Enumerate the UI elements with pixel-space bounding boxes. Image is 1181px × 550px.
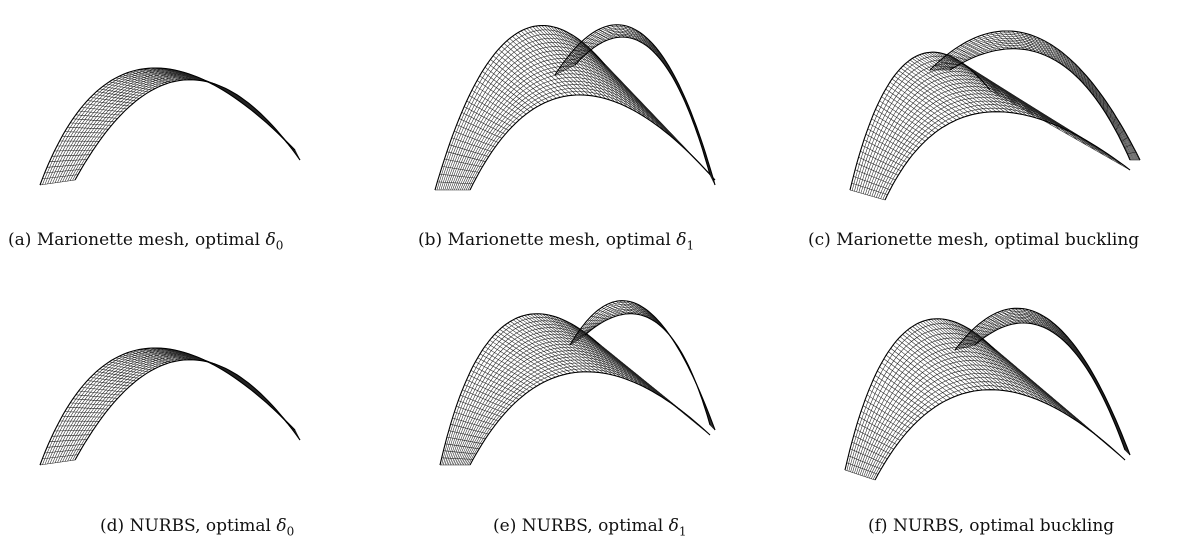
caption-f-text: NURBS, optimal buckling [892,516,1115,536]
panel-e-shell-mesh [430,285,740,475]
caption-b-subscript: 1 [686,238,695,253]
caption-a-symbol: δ [265,230,276,250]
shell-surface-a [39,67,301,186]
caption-a-subscript: 0 [275,238,284,253]
caption-c-text: Marionette mesh, optimal buckling [836,230,1140,250]
panel-d-shell-mesh [30,290,340,480]
caption-b-text: Marionette mesh, optimal [447,230,671,250]
panel-c-shell-mesh [840,10,1150,201]
panel-b-shell-mesh [425,5,735,195]
panel-a-shell-mesh [30,10,340,200]
caption-a: (a) Marionette mesh, optimal δ0 [8,230,283,255]
shell-surface-e [439,300,716,466]
caption-d-text: NURBS, optimal [129,516,271,536]
caption-b-tag: (b) [418,230,443,250]
caption-a-tag: (a) [8,230,32,250]
caption-b-symbol: δ [676,230,687,250]
caption-d-symbol: δ [276,516,287,536]
caption-f-tag: (f) [868,516,888,536]
shell-surface-f [844,307,1131,481]
caption-e-subscript: 1 [678,524,687,539]
caption-c: (c) Marionette mesh, optimal buckling [808,230,1139,250]
shell-surface-d [39,347,301,466]
caption-d-tag: (d) [100,516,125,536]
caption-a-text: Marionette mesh, optimal [36,230,261,250]
shell-surface-b [434,24,716,191]
caption-e: (e) NURBS, optimal δ1 [493,516,686,541]
caption-e-text: NURBS, optimal [521,516,664,536]
caption-f: (f) NURBS, optimal buckling [868,516,1114,536]
caption-d-subscript: 0 [286,524,295,539]
caption-c-tag: (c) [808,230,831,250]
caption-d: (d) NURBS, optimal δ0 [100,516,294,541]
caption-b: (b) Marionette mesh, optimal δ1 [418,230,694,255]
shell-surface-c [849,30,1141,201]
caption-e-symbol: δ [668,516,679,536]
panel-f-shell-mesh [835,290,1145,481]
caption-e-tag: (e) [493,516,517,536]
